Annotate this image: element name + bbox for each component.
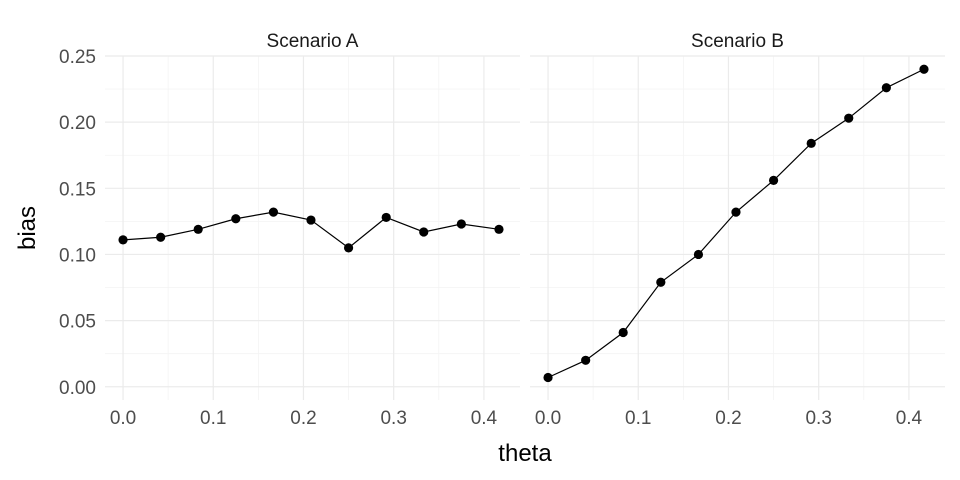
y-axis: 0.00 0.05 0.10 0.15 0.20 0.25 bbox=[59, 47, 96, 399]
y-tick-label: 0.00 bbox=[59, 378, 96, 399]
data-point bbox=[193, 224, 203, 234]
x-tick-label: 0.4 bbox=[471, 408, 498, 429]
data-point bbox=[268, 207, 279, 217]
x-tick-label: 0.0 bbox=[110, 408, 136, 429]
data-point bbox=[543, 372, 553, 383]
x-tick-label: 0.2 bbox=[290, 408, 316, 429]
y-tick-label: 0.20 bbox=[59, 113, 96, 134]
x-tick-label: 0.2 bbox=[715, 408, 741, 429]
data-point bbox=[693, 249, 704, 260]
y-tick-label: 0.15 bbox=[59, 179, 96, 200]
data-point bbox=[806, 138, 816, 148]
data-point bbox=[231, 214, 241, 224]
data-point bbox=[618, 327, 628, 338]
data-point bbox=[343, 243, 354, 253]
panel-scenario-b: Scenario B 0.0 0.1 0.2 0.3 0.4 bbox=[530, 31, 945, 429]
data-point bbox=[419, 227, 429, 237]
data-point bbox=[118, 235, 128, 245]
data-point bbox=[768, 175, 779, 185]
x-axis-title: theta bbox=[498, 440, 552, 467]
series-line bbox=[547, 68, 925, 379]
data-point bbox=[656, 277, 666, 287]
data-point bbox=[731, 207, 741, 217]
x-tick-label: 0.1 bbox=[625, 408, 651, 429]
x-tick-label: 0.4 bbox=[896, 408, 923, 429]
x-tick-label: 0.0 bbox=[535, 408, 561, 429]
data-point bbox=[494, 224, 504, 234]
data-point bbox=[456, 219, 466, 229]
y-tick-label: 0.10 bbox=[59, 245, 96, 266]
x-tick-label: 0.3 bbox=[380, 408, 406, 429]
panel-scenario-a: Scenario A 0.0 0.1 0.2 0.3 0.4 bbox=[105, 31, 520, 429]
data-point bbox=[581, 355, 591, 365]
data-point bbox=[919, 64, 929, 74]
data-point bbox=[381, 212, 391, 223]
y-axis-title: bias bbox=[14, 206, 41, 250]
x-tick-label: 0.1 bbox=[200, 408, 226, 429]
panel-title: Scenario A bbox=[267, 31, 359, 52]
y-tick-label: 0.25 bbox=[59, 47, 96, 68]
data-point bbox=[844, 113, 854, 123]
data-point bbox=[881, 83, 891, 93]
x-tick-label: 0.3 bbox=[805, 408, 831, 429]
panel-title: Scenario B bbox=[691, 31, 784, 52]
y-tick-label: 0.05 bbox=[59, 312, 96, 333]
data-point bbox=[306, 215, 316, 225]
data-point bbox=[156, 232, 166, 242]
